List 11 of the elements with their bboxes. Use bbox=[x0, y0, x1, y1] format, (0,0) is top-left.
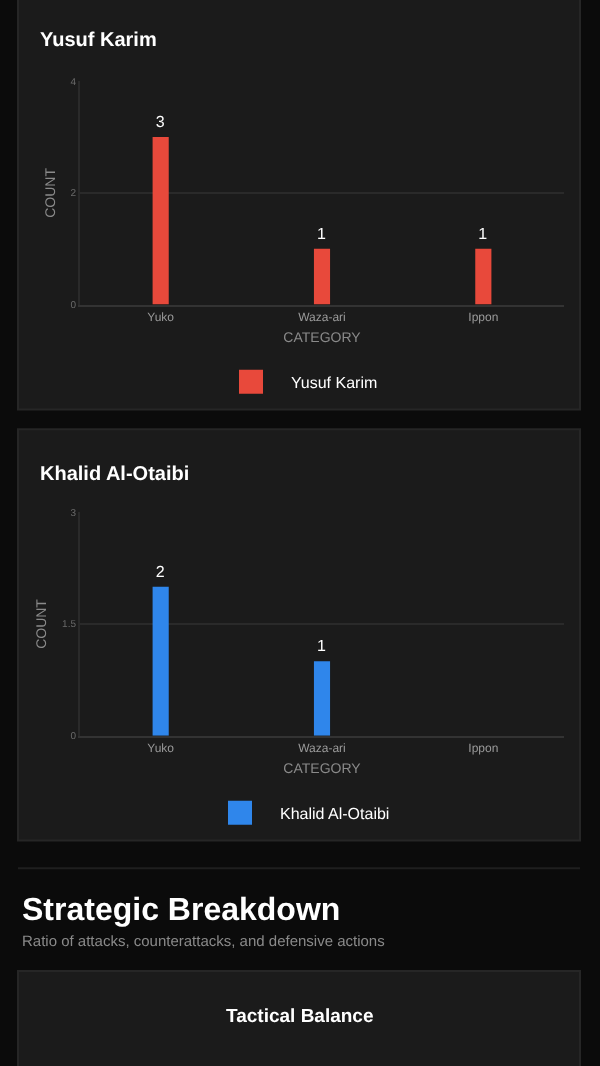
chart-title: Khalid Al-Otaibi bbox=[40, 464, 190, 486]
text: Tactical Balance bbox=[226, 1006, 374, 1028]
legend-label: Khalid Al-Otaibi bbox=[280, 805, 390, 824]
data-label: 1 bbox=[317, 637, 327, 656]
legend-label: Yusuf Karim bbox=[291, 373, 378, 392]
text: Strategic Breakdown bbox=[22, 894, 341, 928]
chart-title: Yusuf Karim bbox=[40, 30, 157, 52]
data-label: 1 bbox=[478, 224, 489, 243]
data-label: 3 bbox=[155, 112, 166, 131]
data-label: 1 bbox=[317, 224, 327, 243]
data-label: 2 bbox=[155, 562, 166, 581]
